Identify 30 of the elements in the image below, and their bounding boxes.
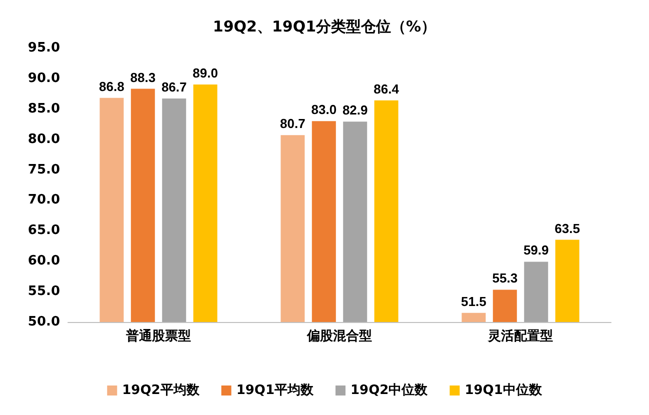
data-label: 80.7 bbox=[280, 116, 306, 132]
data-label: 83.0 bbox=[311, 102, 337, 118]
y-tick-label: 95.0 bbox=[28, 40, 60, 56]
legend-label: 19Q1平均数 bbox=[236, 383, 314, 398]
data-label: 82.9 bbox=[342, 102, 368, 118]
legend-label: 19Q2平均数 bbox=[122, 383, 200, 398]
data-label: 51.5 bbox=[461, 294, 486, 309]
data-label: 86.4 bbox=[374, 81, 400, 96]
y-tick-label: 80.0 bbox=[28, 132, 60, 147]
y-tick-label: 50.0 bbox=[28, 314, 60, 330]
data-label: 55.3 bbox=[492, 270, 518, 286]
x-tick-label: 普通股票型 bbox=[125, 328, 191, 344]
data-label: 63.5 bbox=[554, 220, 580, 236]
data-label: 59.9 bbox=[523, 242, 549, 258]
data-label: 86.8 bbox=[99, 78, 124, 94]
data-label: 89.0 bbox=[192, 66, 218, 81]
y-tick-label: 60.0 bbox=[28, 254, 60, 269]
legend-label: 19Q1中位数 bbox=[464, 383, 543, 398]
y-tick-label: 90.0 bbox=[28, 70, 60, 86]
legend-label: 19Q2中位数 bbox=[350, 383, 429, 398]
data-label: 88.3 bbox=[130, 70, 156, 85]
x-tick-label: 偏股混合型 bbox=[306, 328, 372, 344]
y-tick-label: 70.0 bbox=[28, 192, 60, 208]
y-tick-label: 55.0 bbox=[28, 284, 60, 300]
y-tick-label: 65.0 bbox=[28, 223, 60, 238]
y-tick-label: 75.0 bbox=[28, 162, 60, 178]
chart-title: 19Q2、19Q1分类型仓位（%） bbox=[212, 18, 436, 36]
y-tick-label: 85.0 bbox=[28, 101, 60, 116]
data-label: 86.7 bbox=[161, 80, 187, 95]
x-tick-label: 灵活配置型 bbox=[487, 329, 553, 344]
